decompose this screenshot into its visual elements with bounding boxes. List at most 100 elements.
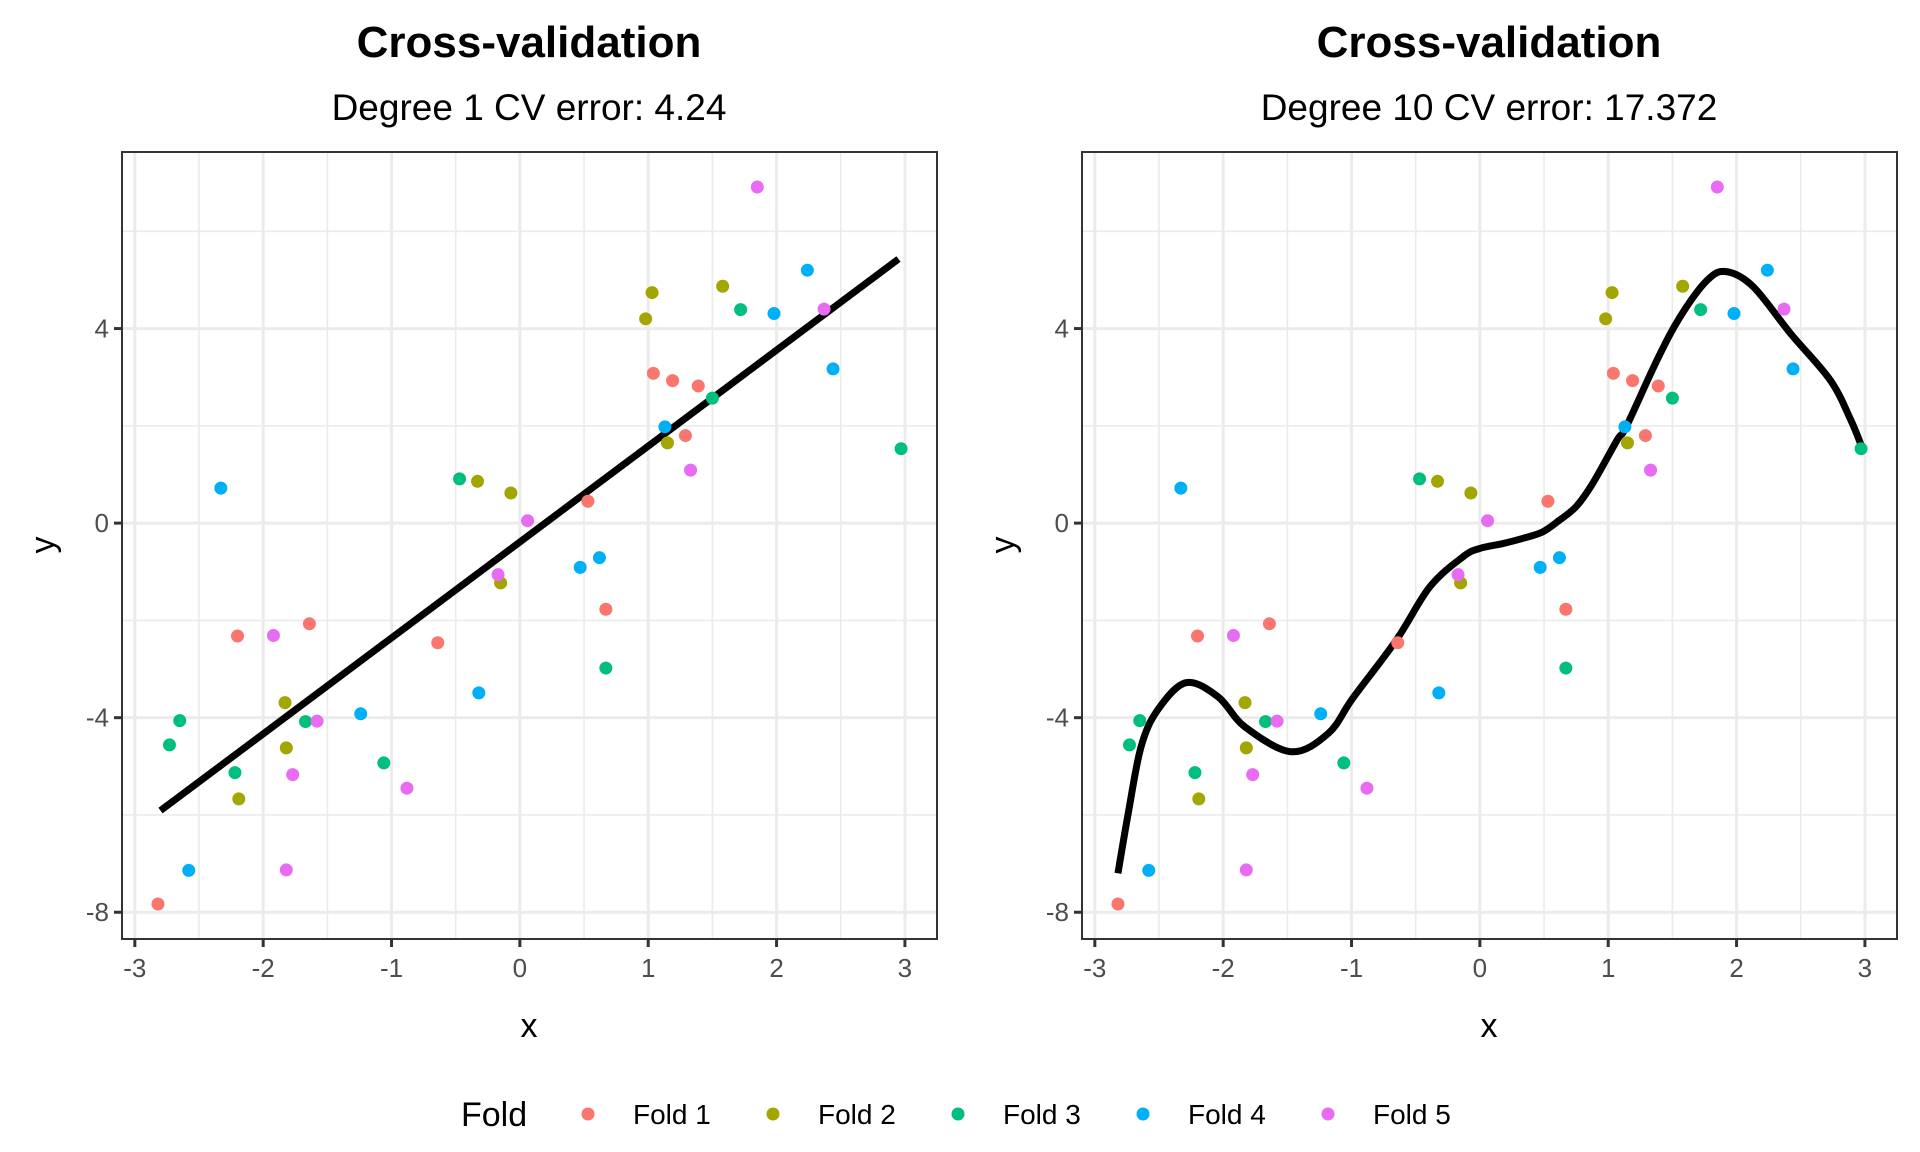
data-point-fold-3 (228, 766, 242, 780)
x-tick-label: -2 (252, 953, 275, 983)
data-point-fold-3 (1122, 738, 1136, 752)
data-point-fold-2 (1599, 312, 1613, 326)
data-point-fold-1 (1638, 429, 1652, 443)
legend-item-fold-4: Fold 4 (1136, 1099, 1266, 1130)
x-tick-label: 1 (641, 953, 655, 983)
data-point-fold-2 (278, 696, 292, 710)
data-point-fold-2 (1605, 286, 1619, 300)
panel-title: Cross-validation (357, 18, 702, 67)
y-tick-label: 0 (1055, 508, 1069, 538)
data-point-fold-5 (750, 180, 764, 194)
y-tick-label: 4 (1055, 314, 1069, 344)
data-point-fold-2 (660, 436, 674, 450)
x-tick-label: -1 (1340, 953, 1363, 983)
panel-border (121, 151, 938, 940)
gridlines (1082, 152, 1897, 939)
data-point-fold-4 (1432, 686, 1446, 700)
x-tick-label: 3 (898, 953, 912, 983)
data-point-fold-1 (678, 429, 692, 443)
data-point-fold-5 (266, 628, 280, 642)
data-point-fold-4 (1552, 551, 1566, 565)
data-point-fold-5 (310, 714, 324, 728)
x-tick-label: 2 (769, 953, 783, 983)
data-point-fold-4 (573, 560, 587, 574)
data-point-fold-2 (471, 474, 485, 488)
data-point-fold-4 (1533, 560, 1547, 574)
data-point-fold-1 (1606, 366, 1620, 380)
data-point-fold-2 (1431, 474, 1445, 488)
data-point-fold-1 (646, 366, 660, 380)
data-point-fold-3 (299, 715, 313, 729)
y-tick-label: 4 (95, 314, 109, 344)
data-point-fold-3 (1413, 472, 1427, 486)
legend-label: Fold 4 (1188, 1099, 1266, 1130)
data-point-fold-2 (716, 279, 730, 293)
data-point-fold-1 (1541, 494, 1555, 508)
data-point-fold-5 (1270, 714, 1284, 728)
data-point-fold-5 (684, 463, 698, 477)
panel-subtitle: Degree 1 CV error: 4.24 (332, 87, 727, 128)
panel-title: Cross-validation (1317, 18, 1662, 67)
x-tick-label: 1 (1601, 953, 1615, 983)
data-point-fold-3 (453, 472, 467, 486)
x-tick-label: -3 (123, 953, 146, 983)
data-point-fold-4 (1727, 306, 1741, 320)
x-tick-label: -3 (1083, 953, 1106, 983)
x-tick-label: -1 (380, 953, 403, 983)
y-axis: -8 -4 0 4 (1046, 314, 1082, 927)
legend: Fold Fold 1 Fold 2 Fold 3 Fold 4 Fold 5 (461, 1096, 1451, 1134)
data-point-fold-4 (1174, 481, 1188, 495)
data-point-fold-3 (734, 303, 748, 317)
legend-label: Fold 1 (633, 1099, 711, 1130)
legend-item-fold-5: Fold 5 (1321, 1099, 1451, 1130)
fit-layer (1114, 267, 1866, 874)
data-point-fold-3 (1133, 714, 1147, 728)
data-point-fold-3 (162, 738, 176, 752)
data-point-fold-2 (645, 286, 659, 300)
y-tick-label: -4 (1046, 703, 1069, 733)
fit-curve (158, 256, 901, 814)
y-tick-label: 0 (95, 508, 109, 538)
data-point-fold-4 (826, 362, 840, 376)
data-point-fold-3 (1694, 303, 1708, 317)
y-tick-label: -8 (86, 897, 109, 927)
fit-curve (1114, 267, 1866, 874)
legend-key-dot (581, 1107, 595, 1121)
data-point-fold-5 (1239, 863, 1253, 877)
data-point-fold-4 (182, 863, 196, 877)
data-point-fold-5 (817, 302, 831, 316)
data-point-fold-2 (1239, 741, 1253, 755)
data-point-fold-3 (1854, 442, 1868, 456)
data-point-fold-4 (354, 707, 368, 721)
data-point-fold-1 (1391, 636, 1405, 650)
panel-border (1081, 151, 1898, 940)
data-point-fold-1 (1651, 379, 1665, 393)
x-axis-title: x (1481, 1007, 1498, 1045)
legend-title: Fold (461, 1096, 527, 1134)
legend-item-fold-2: Fold 2 (766, 1099, 896, 1130)
data-point-fold-5 (1246, 768, 1260, 782)
data-point-fold-3 (1188, 766, 1202, 780)
data-point-fold-4 (1618, 420, 1632, 434)
y-tick-label: -8 (1046, 897, 1069, 927)
data-point-fold-3 (894, 442, 908, 456)
x-tick-label: 0 (513, 953, 527, 983)
data-point-fold-5 (1360, 781, 1374, 795)
legend-key-dot (766, 1107, 780, 1121)
data-point-fold-2 (504, 486, 518, 500)
data-point-fold-2 (1192, 792, 1206, 806)
data-point-fold-3 (705, 391, 719, 405)
gridlines (122, 152, 937, 939)
data-point-fold-5 (491, 568, 505, 582)
legend-key-dot (1136, 1107, 1150, 1121)
data-point-fold-5 (1777, 302, 1791, 316)
legend-key-dot (951, 1107, 965, 1121)
fit-layer (158, 256, 901, 814)
data-point-fold-4 (1760, 263, 1774, 277)
data-point-fold-2 (279, 741, 293, 755)
data-point-fold-4 (1786, 362, 1800, 376)
data-point-fold-1 (691, 379, 705, 393)
y-tick-label: -4 (86, 703, 109, 733)
data-point-fold-3 (1337, 756, 1351, 770)
data-point-fold-3 (1559, 661, 1573, 675)
